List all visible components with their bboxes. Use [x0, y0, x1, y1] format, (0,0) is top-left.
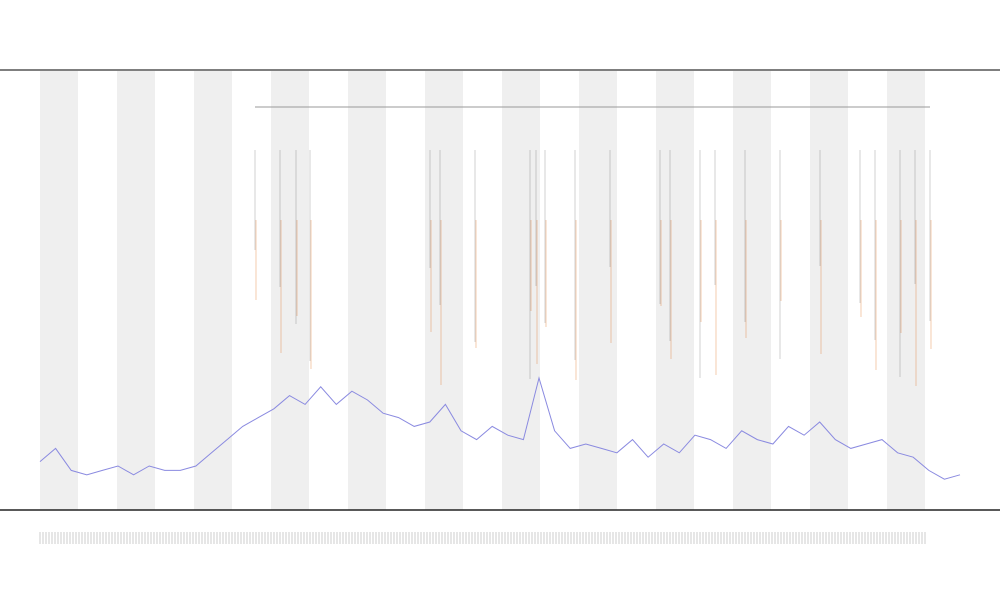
band [579, 71, 617, 510]
band [348, 71, 386, 510]
band [733, 71, 771, 510]
band [502, 71, 540, 510]
band [887, 71, 925, 510]
event-lines [254, 150, 932, 386]
band [194, 71, 232, 510]
background-bands [40, 71, 925, 510]
band [40, 71, 78, 510]
data-line [39, 376, 961, 480]
band [656, 71, 694, 510]
band [271, 71, 309, 510]
band [425, 71, 463, 510]
x-tick-row [39, 532, 926, 544]
band [117, 71, 155, 510]
band [810, 71, 848, 510]
